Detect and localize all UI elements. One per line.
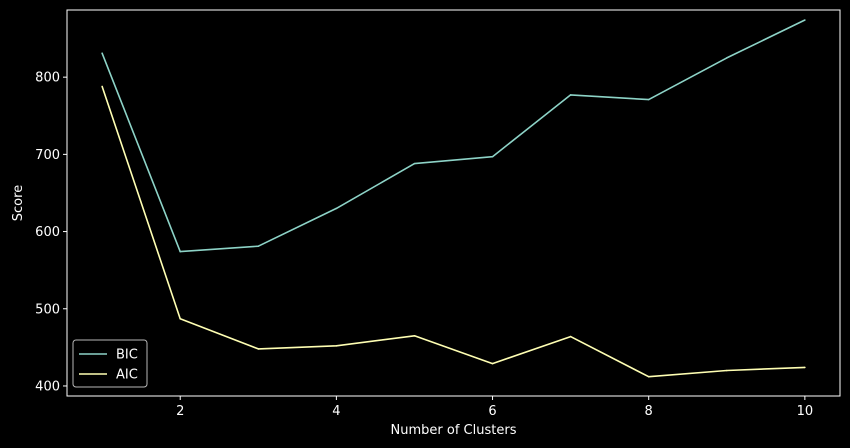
data-point-bic: [647, 98, 650, 101]
plot-frame: [66, 9, 841, 397]
y-tick-label: 700: [35, 148, 60, 163]
y-tick-label: 400: [35, 379, 60, 394]
x-tick-label: 4: [332, 404, 340, 419]
data-point-bic: [804, 19, 806, 21]
y-axis-label: Score: [11, 185, 26, 221]
series-line-aic: [101, 86, 805, 378]
data-point-aic: [725, 369, 728, 372]
data-point-bic: [257, 245, 260, 248]
x-axis-ticks: 2 4 6 8 10: [176, 396, 813, 419]
data-point-bic: [101, 52, 103, 55]
data-point-aic: [491, 362, 494, 365]
y-axis-ticks: 400 500 600 700 800: [35, 71, 67, 394]
x-tick-label: 8: [645, 404, 653, 419]
data-point-aic: [335, 345, 338, 347]
x-tick-label: 10: [797, 404, 814, 419]
data-point-bic: [491, 155, 494, 158]
data-point-aic: [647, 375, 650, 378]
data-point-aic: [569, 335, 572, 338]
data-point-bic: [569, 94, 572, 96]
legend-box: [72, 339, 148, 388]
legend-label: AIC: [116, 368, 138, 383]
data-point-aic: [101, 85, 103, 88]
data-point-bic: [413, 162, 416, 165]
series-line-bic: [101, 19, 806, 253]
y-tick-label: 600: [35, 225, 60, 240]
data-point-bic: [725, 57, 728, 59]
y-tick-label: 800: [35, 71, 60, 86]
data-point-bic: [335, 207, 338, 210]
x-tick-label: 2: [176, 404, 184, 419]
data-point-aic: [179, 318, 182, 320]
legend: BIC AIC: [72, 339, 148, 388]
series-layer: [101, 19, 806, 378]
y-tick-label: 500: [35, 302, 60, 317]
legend-label: BIC: [116, 348, 138, 363]
data-point-aic: [257, 348, 260, 350]
x-axis-label: Number of Clusters: [391, 423, 517, 438]
x-tick-label: 6: [488, 404, 496, 419]
data-point-aic: [804, 366, 806, 369]
data-point-aic: [413, 334, 416, 337]
data-point-bic: [179, 250, 182, 253]
